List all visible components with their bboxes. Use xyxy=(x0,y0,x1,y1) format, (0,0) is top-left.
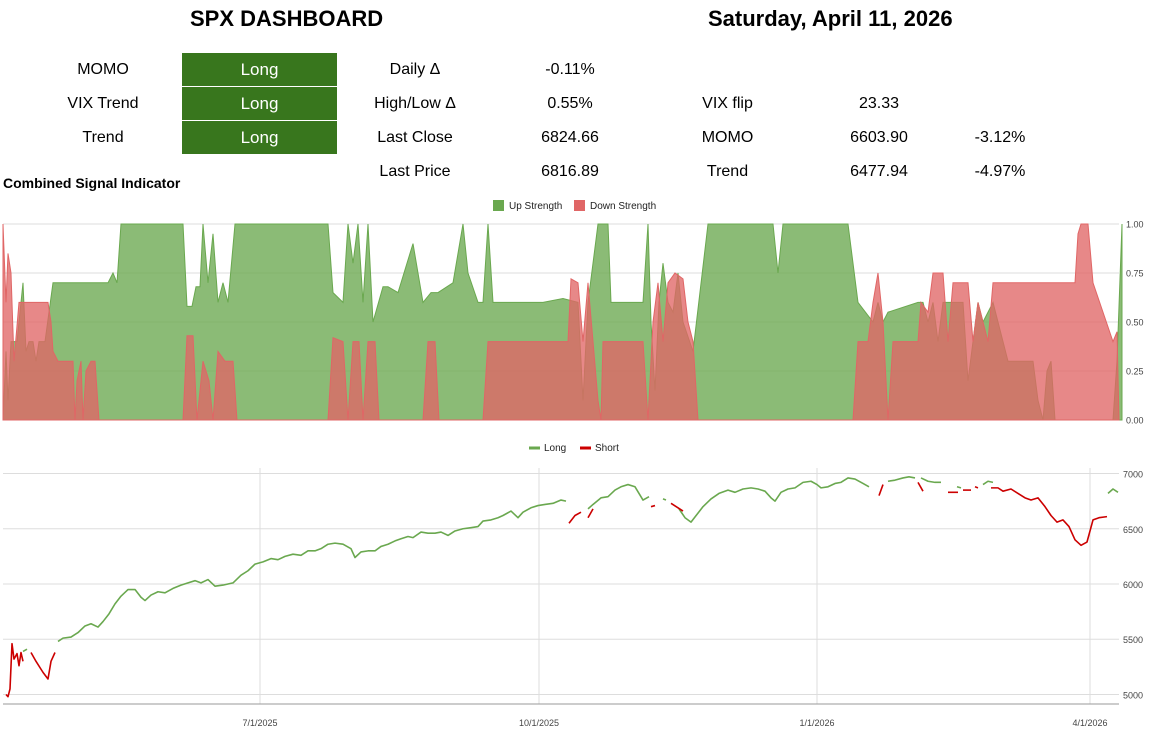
chart2-y-tick-label: 6500 xyxy=(1123,525,1143,535)
chart2-x-tick-label: 7/1/2025 xyxy=(242,718,277,728)
trend-level-label: Trend xyxy=(706,163,749,180)
signal-label-momo: MOMO xyxy=(77,61,129,78)
chart2-y-tick-label: 6000 xyxy=(1123,580,1143,590)
vix-flip-label: VIX flip xyxy=(702,95,753,112)
chart1-areas xyxy=(2,223,1123,421)
chart2-line-long xyxy=(956,486,962,489)
chart2-x-tick-label: 1/1/2026 xyxy=(799,718,834,728)
chart2-x-tick-label: 10/1/2025 xyxy=(519,718,559,728)
chart1-legend: Up Strength Down Strength xyxy=(493,200,656,212)
date-heading: Saturday, April 11, 2026 xyxy=(708,6,953,31)
chart2-line-short xyxy=(878,484,884,496)
last-close-label: Last Close xyxy=(377,129,453,146)
chart1-y-tick-label: 0.50 xyxy=(1126,318,1144,328)
momo-pct-value: -3.12% xyxy=(974,129,1026,146)
chart2-line-short xyxy=(991,487,1108,547)
chart2-line-long xyxy=(22,648,28,653)
daily-delta-value: -0.11% xyxy=(545,61,595,78)
chart2-y-tick-label: 5000 xyxy=(1123,690,1143,700)
price-chart: 5000 5500 6000 6500 7000 7/1/2025 10/1/2025 1/… xyxy=(3,443,1143,728)
chart1-legend-label: Up Strength xyxy=(509,201,562,212)
last-price-label: Last Price xyxy=(379,163,451,180)
daily-delta-label: Daily Δ xyxy=(389,61,441,78)
chart2-line-short xyxy=(587,508,594,519)
chart1-area-up-strength xyxy=(2,223,1123,421)
chart2-grid xyxy=(3,468,1119,705)
signal-label-trend: Trend xyxy=(82,129,124,146)
highlow-delta-label: High/Low Δ xyxy=(374,95,456,112)
chart2-line-long xyxy=(1107,488,1119,495)
last-close-value: 6824.66 xyxy=(541,129,599,146)
momo-level-label: MOMO xyxy=(701,129,754,146)
chart1-legend-swatch xyxy=(574,200,585,211)
chart2-x-tick-label: 4/1/2026 xyxy=(1072,718,1107,728)
chart2-line-long xyxy=(587,483,650,510)
chart2-line-long xyxy=(57,499,567,643)
chart2-line-short xyxy=(5,642,24,698)
chart2-line-long xyxy=(662,498,667,501)
chart2-lines xyxy=(5,476,1119,698)
chart2-line-short xyxy=(917,481,924,492)
chart2-y-tick-label: 5500 xyxy=(1123,635,1143,645)
signal-badge-momo: Long xyxy=(182,53,337,86)
signal-label-vix-trend: VIX Trend xyxy=(67,95,139,112)
signal-strength-chart: 0.00 0.25 0.50 0.75 1.00 Up Strength Down Str… xyxy=(2,200,1144,426)
highlow-delta-value: 0.55% xyxy=(547,95,593,112)
chart2-line-short xyxy=(30,652,56,680)
chart1-y-tick-label: 1.00 xyxy=(1126,220,1144,230)
chart2-line-long xyxy=(887,476,916,483)
chart2-line-short xyxy=(670,502,684,512)
last-price-value: 6816.89 xyxy=(541,163,599,180)
chart1-y-ticks: 0.00 0.25 0.50 0.75 1.00 xyxy=(1126,220,1144,426)
chart1-legend-label: Down Strength xyxy=(590,201,656,212)
chart2-legend: Long Short xyxy=(529,443,619,454)
combined-signal-title: Combined Signal Indicator xyxy=(3,175,181,191)
chart1-y-tick-label: 0.25 xyxy=(1126,367,1144,377)
chart2-y-ticks: 5000 5500 6000 6500 7000 xyxy=(1123,470,1143,701)
chart2-line-long xyxy=(678,477,870,523)
chart1-y-tick-label: 0.75 xyxy=(1126,269,1144,279)
chart1-legend-swatch xyxy=(493,200,504,211)
momo-level-value: 6603.90 xyxy=(850,129,908,146)
chart2-line-long xyxy=(920,477,941,484)
chart1-area-down-strength xyxy=(2,223,1120,421)
chart2-line-short xyxy=(568,511,582,524)
chart2-line-long xyxy=(982,480,994,486)
chart2-x-ticks: 7/1/2025 10/1/2025 1/1/2026 4/1/2026 xyxy=(242,718,1107,728)
signal-badge-trend: Long xyxy=(182,121,337,154)
signal-badge-vix-trend: Long xyxy=(182,87,337,120)
chart2-legend-label: Long xyxy=(544,443,566,454)
chart2-legend-label: Short xyxy=(595,443,619,454)
chart2-line-short xyxy=(974,486,979,489)
trend-pct-value: -4.97% xyxy=(974,163,1026,180)
dashboard-title: SPX DASHBOARD xyxy=(190,6,384,31)
chart1-y-tick-label: 0.00 xyxy=(1126,416,1144,426)
vix-flip-value: 23.33 xyxy=(858,95,900,112)
chart2-line-short xyxy=(650,504,656,508)
chart2-y-tick-label: 7000 xyxy=(1123,470,1143,480)
trend-level-value: 6477.94 xyxy=(850,163,908,180)
